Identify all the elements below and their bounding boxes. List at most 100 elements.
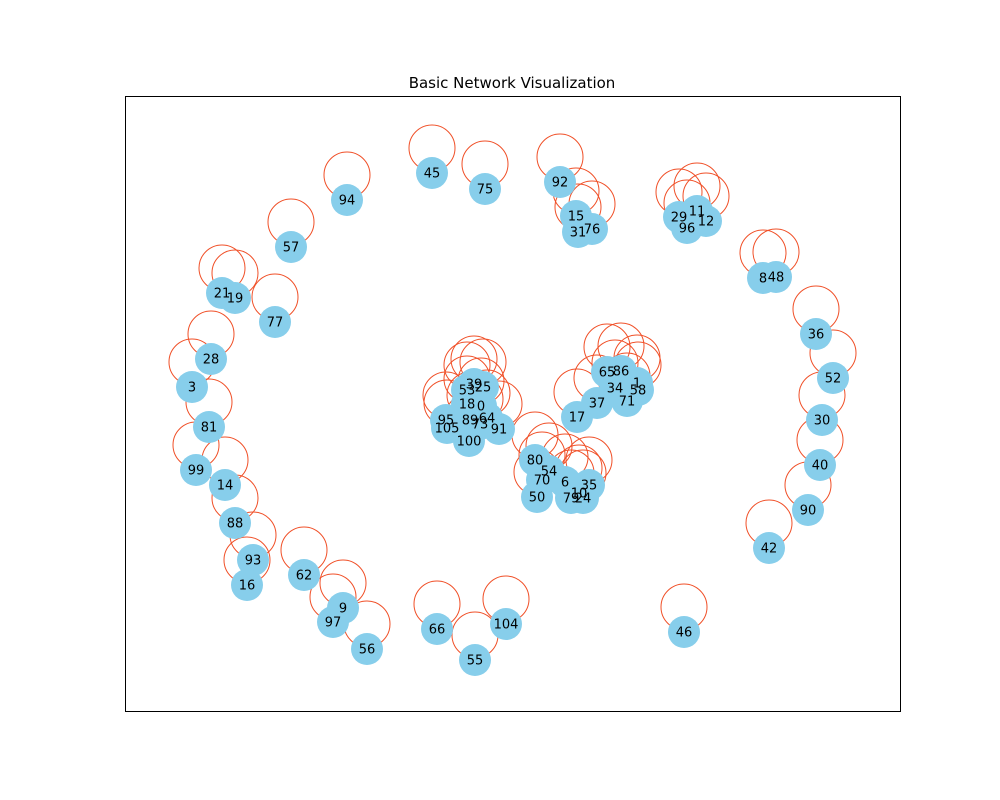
node-92 bbox=[544, 166, 576, 198]
node-label-35: 35 bbox=[581, 479, 598, 494]
node-46 bbox=[668, 616, 700, 648]
node-label-21: 21 bbox=[214, 287, 231, 302]
node-label-17: 17 bbox=[569, 411, 586, 426]
node-label-31: 31 bbox=[570, 226, 587, 241]
node-55 bbox=[459, 644, 491, 676]
node-93 bbox=[237, 544, 269, 576]
node-label-12: 12 bbox=[698, 215, 715, 230]
node-45 bbox=[416, 157, 448, 189]
node-label-1: 1 bbox=[633, 377, 641, 392]
node-label-45: 45 bbox=[424, 167, 441, 182]
node-label-62: 62 bbox=[296, 569, 313, 584]
node-label-66: 66 bbox=[429, 623, 446, 638]
node-81 bbox=[193, 411, 225, 443]
node-label-58: 58 bbox=[630, 384, 647, 399]
node-label-105: 105 bbox=[435, 422, 460, 437]
node-label-96: 96 bbox=[679, 222, 696, 237]
node-30 bbox=[806, 404, 838, 436]
node-label-0: 0 bbox=[477, 400, 485, 415]
node-48 bbox=[760, 261, 792, 293]
node-label-70: 70 bbox=[534, 474, 551, 489]
node-28 bbox=[195, 343, 227, 375]
node-label-104: 104 bbox=[494, 618, 519, 633]
node-label-75: 75 bbox=[477, 183, 494, 198]
chart-title: Basic Network Visualization bbox=[409, 74, 616, 92]
node-label-48: 48 bbox=[768, 271, 785, 286]
node-label-93: 93 bbox=[245, 554, 262, 569]
node-label-73: 73 bbox=[472, 418, 489, 433]
node-52 bbox=[817, 362, 849, 394]
node-label-37: 37 bbox=[589, 397, 606, 412]
node-label-42: 42 bbox=[761, 542, 778, 557]
node-label-99: 99 bbox=[188, 464, 205, 479]
node-50 bbox=[521, 481, 553, 513]
node-88 bbox=[219, 507, 251, 539]
network-nodes bbox=[176, 157, 849, 676]
node-label-11: 11 bbox=[689, 205, 706, 220]
node-75 bbox=[469, 173, 501, 205]
node-100 bbox=[453, 425, 485, 457]
node-label-88: 88 bbox=[227, 517, 244, 532]
node-91 bbox=[483, 413, 515, 445]
node-94 bbox=[331, 184, 363, 216]
node-104 bbox=[490, 608, 522, 640]
node-label-14: 14 bbox=[217, 479, 234, 494]
node-label-55: 55 bbox=[467, 654, 484, 669]
node-16 bbox=[231, 569, 263, 601]
node-12 bbox=[690, 205, 722, 237]
node-label-56: 56 bbox=[359, 643, 376, 658]
node-label-29: 29 bbox=[671, 211, 688, 226]
node-57 bbox=[275, 231, 307, 263]
node-label-53: 53 bbox=[459, 384, 476, 399]
node-label-77: 77 bbox=[267, 316, 284, 331]
node-62 bbox=[288, 559, 320, 591]
node-label-80: 80 bbox=[527, 454, 544, 469]
node-label-6: 6 bbox=[561, 476, 569, 491]
node-17 bbox=[561, 401, 593, 433]
node-label-40: 40 bbox=[812, 459, 829, 474]
node-label-30: 30 bbox=[814, 414, 831, 429]
node-label-19: 19 bbox=[227, 292, 244, 307]
node-label-92: 92 bbox=[552, 176, 569, 191]
node-label-46: 46 bbox=[676, 626, 693, 641]
node-label-15: 15 bbox=[568, 210, 585, 225]
node-label-16: 16 bbox=[239, 579, 256, 594]
node-label-86: 86 bbox=[613, 365, 630, 380]
node-label-10: 10 bbox=[571, 487, 588, 502]
node-66 bbox=[421, 613, 453, 645]
node-label-36: 36 bbox=[808, 328, 825, 343]
node-label-50: 50 bbox=[529, 491, 546, 506]
node-label-65: 65 bbox=[599, 366, 616, 381]
node-76 bbox=[576, 213, 608, 245]
node-label-94: 94 bbox=[339, 194, 356, 209]
node-42 bbox=[753, 532, 785, 564]
node-19 bbox=[219, 282, 251, 314]
node-label-57: 57 bbox=[283, 241, 300, 256]
node-label-91: 91 bbox=[491, 423, 508, 438]
node-label-54: 54 bbox=[541, 465, 558, 480]
node-77 bbox=[259, 306, 291, 338]
node-3 bbox=[176, 371, 208, 403]
node-40 bbox=[804, 449, 836, 481]
node-97 bbox=[317, 606, 349, 638]
node-label-9: 9 bbox=[339, 602, 347, 617]
node-56 bbox=[351, 633, 383, 665]
node-label-25: 25 bbox=[475, 381, 492, 396]
node-label-89: 89 bbox=[462, 414, 479, 429]
node-label-71: 71 bbox=[619, 395, 636, 410]
node-71 bbox=[611, 385, 643, 417]
node-label-52: 52 bbox=[825, 372, 842, 387]
axes-frame bbox=[125, 96, 901, 712]
node-label-3: 3 bbox=[188, 381, 196, 396]
node-label-24: 24 bbox=[575, 492, 592, 507]
node-label-95: 95 bbox=[438, 414, 455, 429]
node-label-28: 28 bbox=[203, 353, 220, 368]
node-label-39: 39 bbox=[466, 378, 483, 393]
node-24 bbox=[567, 482, 599, 514]
node-label-18: 18 bbox=[459, 398, 476, 413]
node-36 bbox=[800, 318, 832, 350]
node-label-97: 97 bbox=[325, 616, 342, 631]
node-label-64: 64 bbox=[479, 412, 496, 427]
